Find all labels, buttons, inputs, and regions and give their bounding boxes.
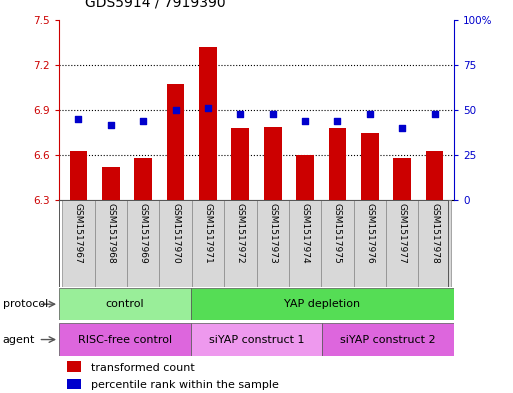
Bar [59, 288, 191, 320]
Bar [361, 132, 379, 200]
Text: GSM1517967: GSM1517967 [74, 203, 83, 264]
Bar [322, 323, 454, 356]
Point [204, 105, 212, 111]
Bar [67, 361, 81, 372]
Bar [264, 127, 282, 200]
Point [269, 110, 277, 117]
Text: GSM1517976: GSM1517976 [365, 203, 374, 264]
Point [107, 121, 115, 128]
Point [333, 118, 342, 124]
Text: GSM1517968: GSM1517968 [106, 203, 115, 264]
Text: GSM1517978: GSM1517978 [430, 203, 439, 264]
Text: percentile rank within the sample: percentile rank within the sample [91, 380, 279, 390]
Bar [167, 84, 185, 200]
Bar [59, 323, 191, 356]
Bar [426, 151, 443, 200]
Bar [231, 128, 249, 200]
Text: GSM1517975: GSM1517975 [333, 203, 342, 264]
Text: GDS5914 / 7919390: GDS5914 / 7919390 [85, 0, 225, 10]
Text: GSM1517974: GSM1517974 [301, 203, 309, 264]
Bar [62, 200, 94, 287]
Bar [353, 200, 386, 287]
Point [301, 118, 309, 124]
Bar [192, 200, 224, 287]
Text: GSM1517973: GSM1517973 [268, 203, 277, 264]
Bar [160, 200, 192, 287]
Bar [296, 155, 314, 200]
Point [74, 116, 83, 122]
Bar [191, 288, 454, 320]
Point [430, 110, 439, 117]
Point [171, 107, 180, 113]
Bar [393, 158, 411, 200]
Text: control: control [106, 299, 144, 309]
Text: GSM1517977: GSM1517977 [398, 203, 407, 264]
Point [366, 110, 374, 117]
Bar [191, 323, 322, 356]
Bar [94, 200, 127, 287]
Text: siYAP construct 2: siYAP construct 2 [340, 334, 436, 345]
Bar [199, 47, 217, 200]
Bar [419, 200, 451, 287]
Bar [386, 200, 419, 287]
Bar [321, 200, 353, 287]
Text: RISC-free control: RISC-free control [78, 334, 172, 345]
Bar [127, 200, 160, 287]
Text: protocol: protocol [3, 299, 48, 309]
Bar [102, 167, 120, 200]
Text: YAP depletion: YAP depletion [284, 299, 361, 309]
Text: agent: agent [3, 334, 35, 345]
Bar [289, 200, 321, 287]
Bar [224, 200, 256, 287]
Bar [70, 151, 87, 200]
Bar [134, 158, 152, 200]
Text: siYAP construct 1: siYAP construct 1 [209, 334, 304, 345]
Bar [256, 200, 289, 287]
Point [139, 118, 147, 124]
Point [398, 125, 406, 131]
Text: transformed count: transformed count [91, 362, 194, 373]
Text: GSM1517970: GSM1517970 [171, 203, 180, 264]
Text: GSM1517969: GSM1517969 [139, 203, 148, 264]
Point [236, 110, 244, 117]
Bar [328, 128, 346, 200]
Text: GSM1517972: GSM1517972 [236, 203, 245, 264]
Text: GSM1517971: GSM1517971 [204, 203, 212, 264]
Bar [67, 379, 81, 389]
